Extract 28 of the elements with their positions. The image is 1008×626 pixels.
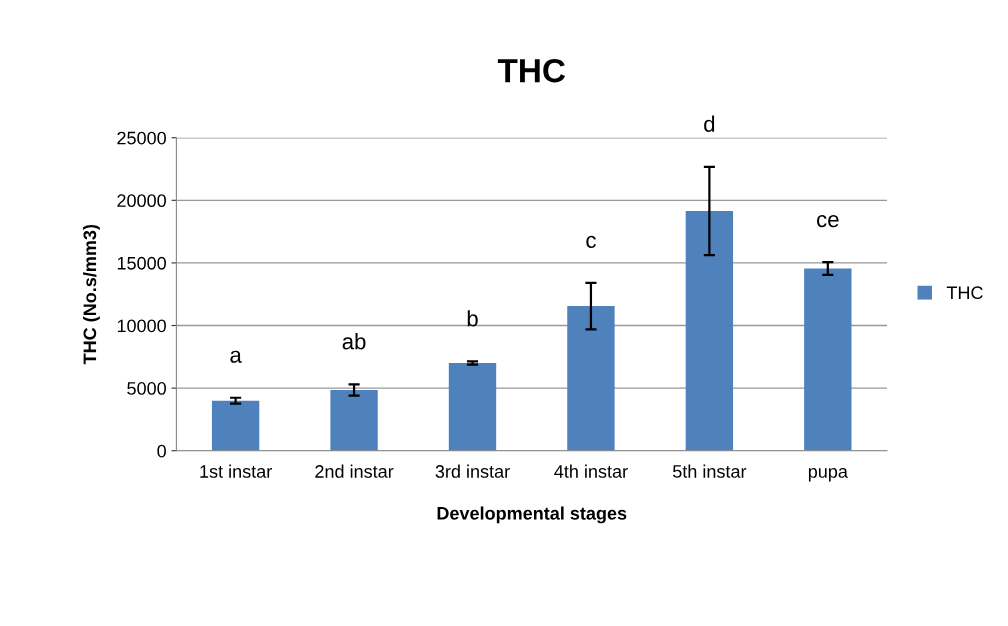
y-axis-title: THC (No.s/mm3) bbox=[82, 224, 100, 365]
y-tick-label: 15000 bbox=[117, 256, 166, 270]
bar bbox=[567, 306, 615, 451]
bar bbox=[211, 400, 260, 451]
chart-title: THC bbox=[497, 58, 566, 83]
x-tick-label: 4th instar bbox=[554, 464, 628, 478]
x-tick-label: 5th instar bbox=[672, 464, 747, 478]
annotation: ab bbox=[342, 333, 366, 350]
bar bbox=[448, 363, 497, 451]
bar bbox=[804, 268, 852, 451]
x-axis-title: Developmental stages bbox=[437, 506, 627, 524]
text: d bbox=[704, 115, 715, 132]
x-tick-label: 1st instar bbox=[200, 464, 272, 478]
bar bbox=[330, 390, 378, 451]
annotation: a bbox=[230, 350, 242, 363]
annotation: b bbox=[467, 310, 478, 327]
annotation: c bbox=[586, 235, 596, 248]
x-tick-label: pupa bbox=[808, 467, 848, 482]
y-tick-label: 5000 bbox=[127, 382, 166, 395]
x-tick-label: 3rd instar bbox=[435, 464, 510, 478]
y-tick-label: 20000 bbox=[117, 194, 166, 208]
legend-label: THC bbox=[946, 286, 983, 300]
y-tick-label: 0 bbox=[157, 444, 166, 458]
bar bbox=[685, 210, 734, 451]
y-tick-label: 10000 bbox=[117, 319, 166, 333]
annotation: ce bbox=[817, 215, 839, 228]
y-tick-label: 25000 bbox=[117, 131, 166, 145]
x-tick-label: 2nd instar bbox=[315, 464, 394, 478]
